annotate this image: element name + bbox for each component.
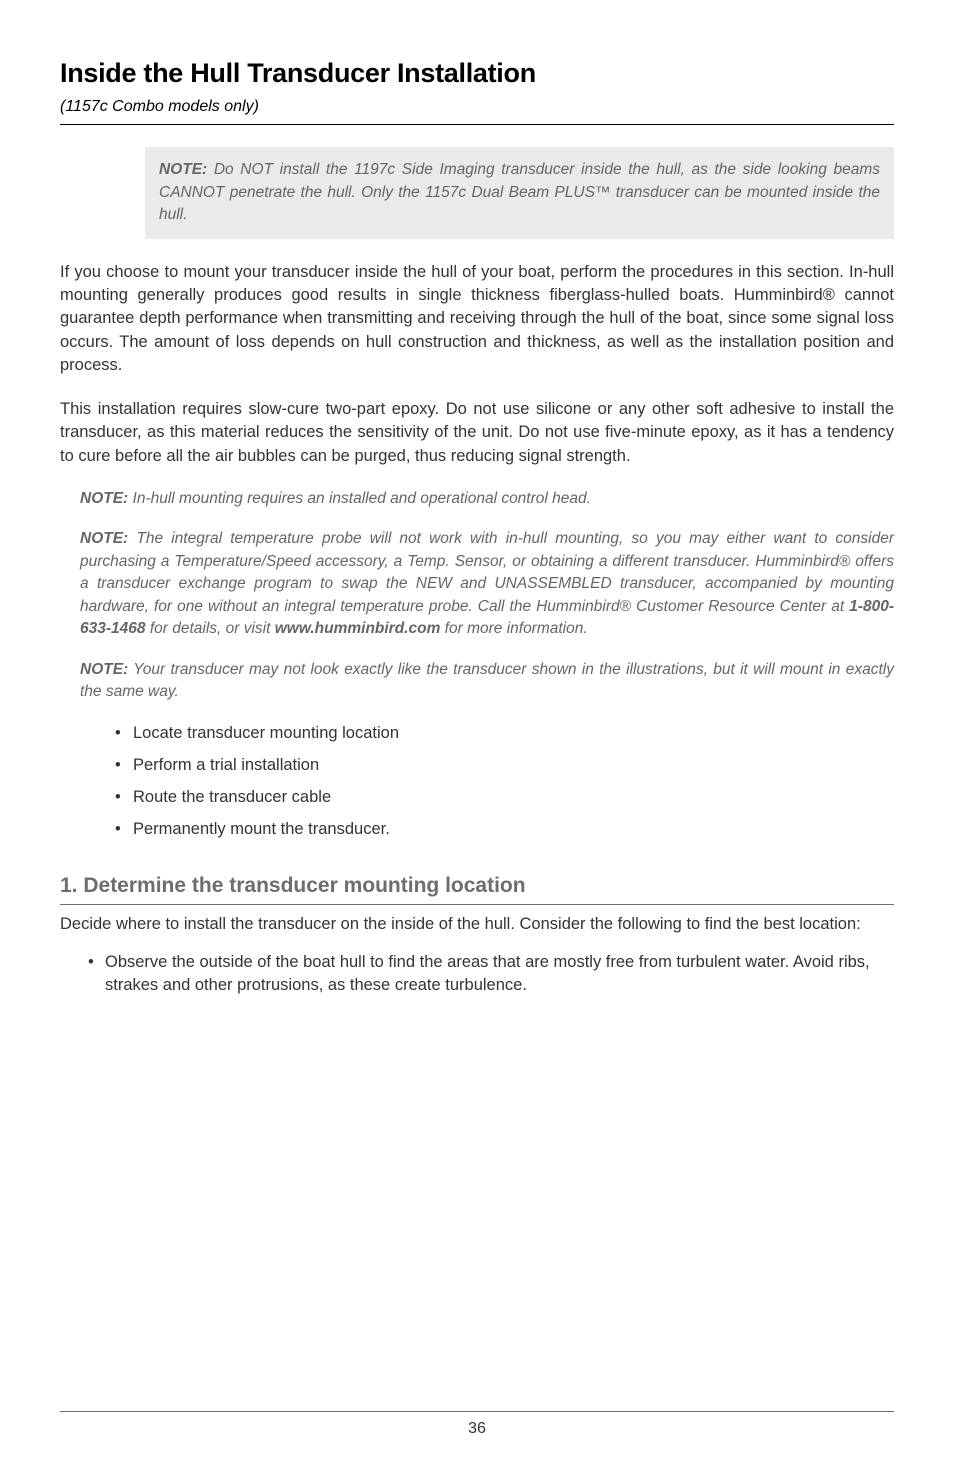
page-number: 36	[468, 1420, 486, 1437]
list-item: Locate transducer mounting location	[115, 722, 894, 745]
note-inline-3: NOTE: Your transducer may not look exact…	[80, 659, 894, 704]
section-bullet-list: Observe the outside of the boat hull to …	[88, 951, 894, 998]
note-label: NOTE:	[80, 490, 128, 507]
list-item: Observe the outside of the boat hull to …	[88, 951, 894, 998]
page-subtitle: (1157c Combo models only)	[60, 96, 894, 125]
note-label: NOTE:	[80, 661, 128, 678]
note-box-warning: NOTE: Do NOT install the 1197c Side Imag…	[145, 147, 894, 238]
note-label: NOTE:	[159, 161, 207, 178]
note-text: Your transducer may not look exactly lik…	[80, 661, 894, 700]
note-inline-2: NOTE: The integral temperature probe wil…	[80, 528, 894, 640]
page-footer: 36	[60, 1411, 894, 1440]
paragraph-2: This installation requires slow-cure two…	[60, 398, 894, 468]
note-text: Do NOT install the 1197c Side Imaging tr…	[159, 161, 880, 223]
section-heading-1: 1. Determine the transducer mounting loc…	[60, 871, 894, 905]
list-item: Route the transducer cable	[115, 786, 894, 809]
steps-list: Locate transducer mounting location Perf…	[115, 722, 894, 841]
website-url: www.humminbird.com	[275, 620, 441, 637]
note-inline-1: NOTE: In-hull mounting requires an insta…	[80, 488, 894, 510]
page-title: Inside the Hull Transducer Installation	[60, 55, 894, 93]
note-text-part2: for details, or visit	[146, 620, 275, 637]
section-paragraph: Decide where to install the transducer o…	[60, 913, 894, 936]
note-text-part1: The integral temperature probe will not …	[80, 530, 894, 614]
list-item: Permanently mount the transducer.	[115, 818, 894, 841]
note-label: NOTE:	[80, 530, 128, 547]
list-item: Perform a trial installation	[115, 754, 894, 777]
note-text-part3: for more information.	[440, 620, 587, 637]
note-text: In-hull mounting requires an installed a…	[128, 490, 591, 507]
paragraph-1: If you choose to mount your transducer i…	[60, 261, 894, 378]
